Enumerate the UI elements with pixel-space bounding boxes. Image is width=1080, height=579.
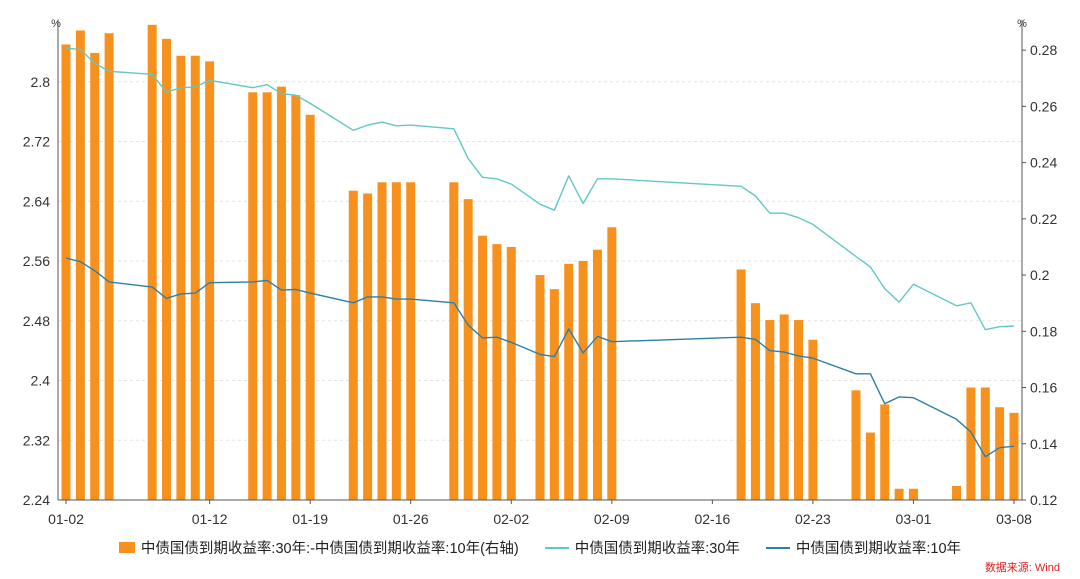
y-tick-label-left: 2.32 [23,432,50,448]
x-tick-label: 02-16 [694,511,730,527]
bar [549,289,559,500]
bar [147,24,157,500]
bar [463,199,473,500]
bar [348,190,358,501]
y-tick-label-left: 2.4 [31,373,51,389]
bar [248,92,258,500]
x-tick-label: 02-02 [493,511,529,527]
bar [908,488,918,500]
chart-svg: 2.8 2.72 2.64 2.56 2.48 2.4 2.32 2.24 0.28 0.26 0.… [23,18,1058,527]
x-tick-label: 01-02 [48,511,84,527]
bar [276,86,286,500]
legend: 中债国债到期收益率:30年:-中债国债到期收益率:10年(右轴) 中债国债到期收… [0,537,1080,558]
bar [176,55,186,500]
bar [535,275,545,500]
bar [779,314,789,500]
y-tick-label-left: 2.8 [31,74,51,90]
bar [90,52,100,500]
bar [607,227,617,500]
x-tick-label: 01-26 [393,511,429,527]
y-tick-label-left: 2.72 [23,134,50,150]
bar [506,246,516,500]
bar [794,320,804,500]
y-tick-label-right: 0.16 [1030,380,1057,396]
bar-layer [61,24,1019,501]
y-tick-label-right: 0.18 [1030,323,1057,339]
bar [162,38,172,501]
source-note: 数据来源: Wind [984,562,1060,574]
legend-label-10y: 中债国债到期收益率:10年 [795,541,962,557]
bar [592,249,602,500]
bar [750,303,760,500]
y-tick-label-left: 2.24 [23,492,50,508]
bar [578,261,588,500]
bar [377,182,387,501]
bar [391,182,401,501]
line-layer [65,47,1015,458]
legend-label-30y: 中债国债到期收益率:30年 [574,541,740,557]
bar [75,30,85,500]
bar [980,387,990,500]
bar [952,485,962,500]
left-axis-unit: % [51,18,61,30]
legend-swatch-bar [118,542,135,553]
bar [808,339,818,500]
bar [880,404,890,500]
bar [736,269,746,500]
legend-item-30y[interactable]: 中债国债到期收益率:30年 [544,537,740,558]
bar [995,407,1005,500]
legend-item-10y[interactable]: 中债国债到期收益率:10年 [765,537,962,558]
bar [478,235,488,500]
x-tick-label: 01-12 [192,511,228,527]
bar [291,95,301,500]
legend-swatch-10y [765,546,790,549]
bar [61,44,71,501]
x-tick-label: 01-19 [292,511,328,527]
y-tick-label-right: 0.28 [1030,42,1057,58]
x-tick-label: 02-23 [795,511,831,527]
bar [851,390,861,500]
axis-layer: 2.8 2.72 2.64 2.56 2.48 2.4 2.32 2.24 0.28 0.26 0.… [23,18,1058,527]
bar [1009,412,1019,500]
bar [205,61,215,500]
y-tick-label-right: 0.12 [1030,492,1057,508]
bar [104,33,114,500]
y-tick-label-right: 0.26 [1030,98,1057,114]
bar [449,182,459,501]
y-tick-label-right: 0.22 [1030,211,1057,227]
legend-swatch-30y [544,546,569,549]
series-line-30y [65,47,1015,331]
x-tick-label: 03-01 [896,511,932,527]
bar [363,193,373,501]
legend-item-spread[interactable]: 中债国债到期收益率:30年:-中债国债到期收益率:10年(右轴) [118,537,519,558]
legend-label-spread: 中债国债到期收益率:30年:-中债国债到期收益率:10年(右轴) [140,541,519,557]
bar [406,182,416,501]
bar [564,263,574,500]
x-tick-label: 03-08 [996,511,1032,527]
x-tick-label: 02-09 [594,511,630,527]
bar [190,55,200,500]
bar [894,488,904,500]
y-tick-label-left: 2.48 [23,313,50,329]
y-tick-label-left: 2.56 [23,253,50,269]
y-tick-label-right: 0.14 [1030,436,1057,452]
y-tick-label-left: 2.64 [23,193,50,209]
bar [492,244,502,500]
series-line-10y [65,257,1015,458]
bar [966,387,976,500]
bar [305,114,315,500]
y-tick-label-right: 0.24 [1030,155,1057,171]
y-tick-label-right: 0.2 [1030,267,1050,283]
bar [262,92,272,500]
bar [865,432,875,500]
bar [765,320,775,500]
